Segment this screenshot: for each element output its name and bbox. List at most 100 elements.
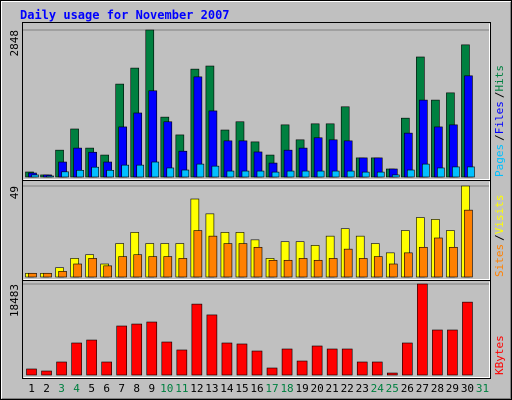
x-tick-label: 12 — [190, 382, 203, 395]
bar — [86, 339, 97, 376]
x-tick-label: 26 — [401, 382, 414, 395]
bar — [313, 259, 323, 278]
bar — [166, 167, 175, 178]
bar — [391, 174, 400, 178]
legend: Sites /Visits — [493, 195, 506, 278]
bar — [31, 174, 39, 178]
bar — [464, 75, 473, 178]
bar — [103, 265, 112, 278]
x-tick-label: 19 — [295, 382, 308, 395]
x-tick-label: 27 — [416, 382, 429, 395]
x-tick-label: 29 — [446, 382, 459, 395]
bar — [56, 361, 67, 376]
x-tick-label: 14 — [220, 382, 234, 395]
bar — [46, 175, 54, 178]
bar — [43, 272, 52, 278]
bar — [221, 342, 233, 376]
x-tick-label: 11 — [175, 382, 188, 395]
x-tick-label: 3 — [58, 382, 65, 395]
bar — [181, 169, 190, 178]
x-tick-label: 13 — [205, 382, 218, 395]
bar — [326, 348, 338, 376]
bar — [268, 259, 278, 278]
bar — [343, 248, 353, 278]
legend-entry: Pages — [493, 144, 506, 177]
bar — [373, 256, 383, 278]
bar — [311, 345, 323, 376]
x-tick-label: 6 — [103, 382, 110, 395]
bar — [296, 360, 308, 376]
bar — [386, 372, 398, 376]
panel-bevel — [23, 23, 490, 180]
y-tick-label: 2848 — [8, 30, 21, 57]
legend: KBytes — [493, 335, 506, 375]
bar — [121, 164, 130, 178]
bar — [211, 165, 220, 178]
x-tick-label: 8 — [133, 382, 140, 395]
bar — [161, 341, 173, 376]
bar — [452, 166, 460, 178]
bar — [361, 171, 370, 178]
bar — [26, 368, 37, 376]
bar — [283, 259, 293, 278]
bar — [253, 246, 263, 278]
x-tick-label: 22 — [341, 382, 354, 395]
bar — [449, 246, 458, 278]
x-tick-label: 18 — [280, 382, 293, 395]
bar — [178, 258, 188, 278]
bar — [41, 370, 52, 376]
bar — [136, 164, 145, 178]
panel-bevel — [23, 181, 490, 280]
bar — [331, 170, 340, 178]
bar — [193, 230, 203, 278]
bar — [148, 256, 158, 278]
bar — [346, 170, 355, 178]
legend-separator: / — [493, 92, 506, 99]
bar — [417, 283, 428, 376]
bar — [58, 271, 67, 278]
legend-entry: Hits — [493, 65, 506, 92]
bar — [226, 170, 235, 178]
bar — [76, 169, 84, 178]
legend-entry: KBytes — [493, 335, 506, 375]
bar — [422, 163, 430, 178]
bar — [376, 171, 385, 178]
bar — [196, 163, 205, 178]
x-tick-label: 31 — [476, 382, 489, 395]
bar — [146, 321, 158, 376]
bar — [404, 252, 413, 278]
legend-separator: / — [493, 234, 506, 241]
bar — [131, 323, 143, 376]
bar — [193, 76, 203, 178]
x-tick-label: 16 — [250, 382, 263, 395]
bar — [251, 350, 263, 376]
x-tick-label: 15 — [235, 382, 248, 395]
bar — [301, 170, 310, 178]
bar — [407, 169, 415, 178]
bar — [151, 161, 160, 178]
x-tick-label: 30 — [461, 382, 474, 395]
bar — [388, 263, 398, 278]
bar — [73, 263, 82, 278]
bar — [223, 243, 233, 278]
bar — [316, 170, 325, 178]
y-tick-label: 49 — [8, 186, 21, 199]
bar — [191, 303, 203, 376]
bar — [356, 361, 368, 376]
x-tick-label: 5 — [88, 382, 95, 395]
x-tick-label: 4 — [73, 382, 80, 395]
bar — [447, 329, 458, 376]
x-tick-label: 25 — [386, 382, 399, 395]
x-tick-label: 7 — [118, 382, 125, 395]
bar — [238, 243, 248, 278]
x-tick-label: 9 — [148, 382, 155, 395]
x-tick-label: 1 — [28, 382, 35, 395]
bar — [434, 237, 443, 278]
bar — [266, 367, 278, 376]
bar — [88, 258, 97, 278]
bar — [116, 325, 128, 376]
x-tick-label: 2 — [43, 382, 50, 395]
